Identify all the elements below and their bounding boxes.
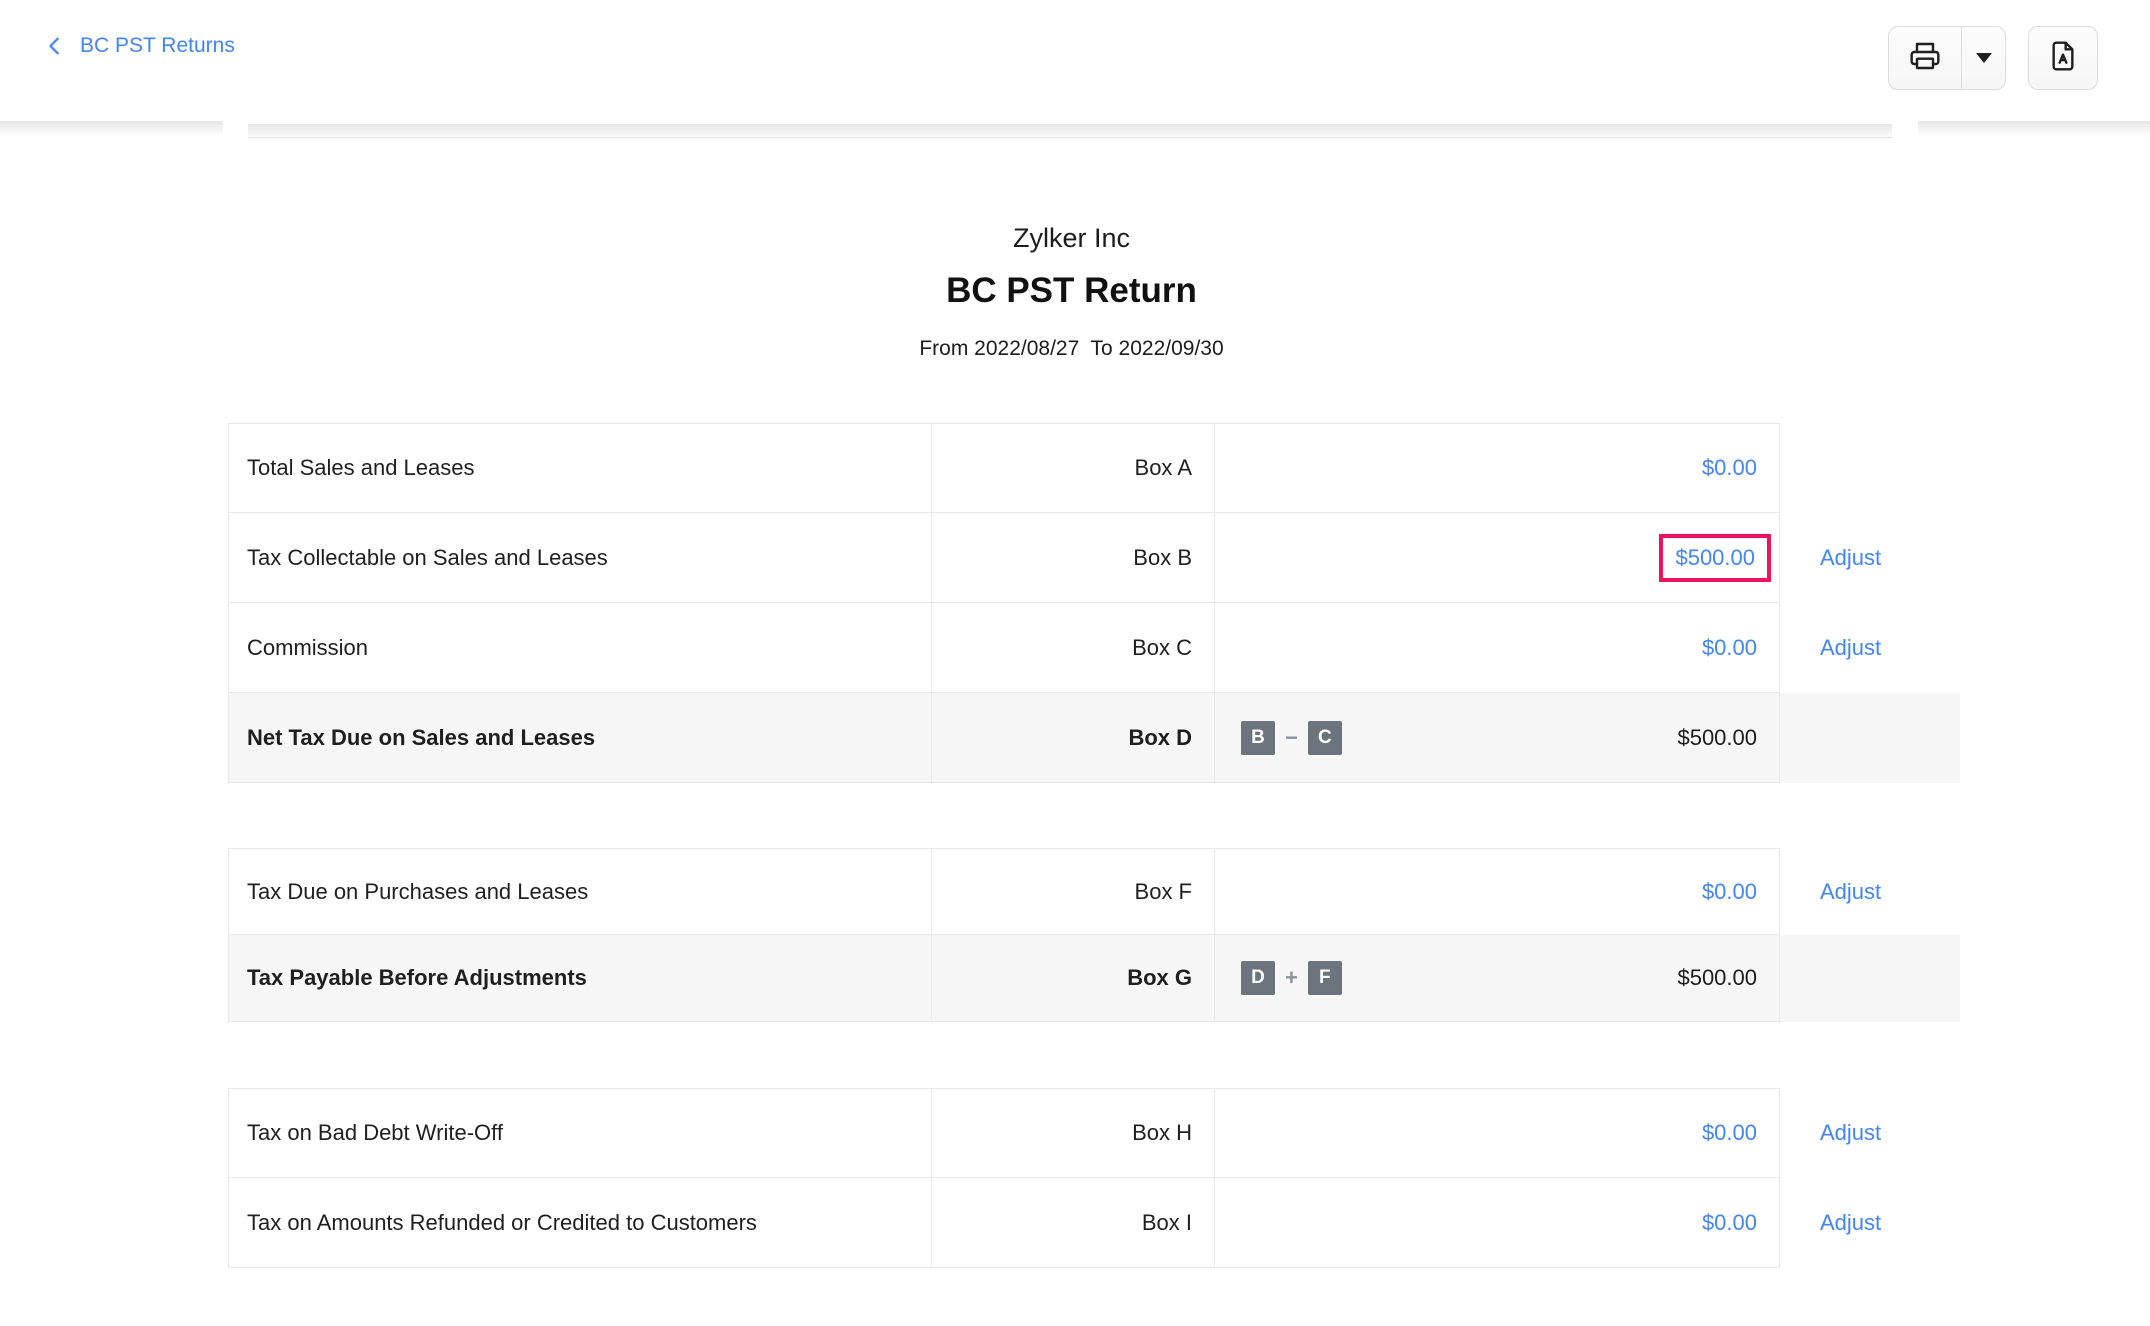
row-box: Box C <box>931 603 1214 693</box>
box-formula: B − C <box>1241 720 1342 755</box>
breadcrumb-label: BC PST Returns <box>80 34 235 57</box>
adjustments-table: Tax on Bad Debt Write-Off Box H $0.00 Ad… <box>228 1088 1960 1268</box>
row-label: Total Sales and Leases <box>228 423 931 513</box>
row-box: Box A <box>931 423 1214 513</box>
adjust-cell <box>1780 423 1960 513</box>
adjust-cell <box>1780 935 1960 1022</box>
row-box: Box I <box>931 1178 1214 1268</box>
purchases-table: Tax Due on Purchases and Leases Box F $0… <box>228 848 1960 1022</box>
amount-value[interactable]: $0.00 <box>1701 455 1757 480</box>
row-label: Tax on Bad Debt Write-Off <box>228 1088 931 1178</box>
amount-value[interactable]: $0.00 <box>1701 878 1757 904</box>
formula-operator: + <box>1285 965 1298 990</box>
adjust-link[interactable]: Adjust <box>1820 1120 1882 1145</box>
row-label: Commission <box>228 603 931 693</box>
formula-badge: B <box>1241 720 1275 755</box>
amount-value[interactable]: $0.00 <box>1701 634 1757 660</box>
formula-operator: − <box>1285 724 1298 750</box>
amount-value: $500.00 <box>1677 965 1757 990</box>
adjust-link[interactable]: Adjust <box>1820 635 1882 660</box>
amount-value[interactable]: $500.00 <box>1675 544 1755 570</box>
panel-top-edge <box>248 137 1892 138</box>
table-row: Tax on Bad Debt Write-Off Box H $0.00 Ad… <box>228 1088 1960 1178</box>
adjust-link[interactable]: Adjust <box>1820 545 1882 570</box>
sales-table: Total Sales and Leases Box A $0.00 Tax C… <box>228 423 1960 783</box>
box-formula: D + F <box>1241 961 1342 995</box>
row-label: Tax on Amounts Refunded or Credited to C… <box>228 1178 931 1268</box>
row-box: Box H <box>931 1088 1214 1178</box>
formula-badge: F <box>1307 961 1342 995</box>
report-header: Zylker Inc BC PST Return From 2022/08/27… <box>225 218 1918 364</box>
table-row: Total Sales and Leases Box A $0.00 <box>228 423 1960 513</box>
company-name: Zylker Inc <box>1012 223 1131 253</box>
adjust-cell <box>1780 693 1960 783</box>
row-box: Box B <box>931 513 1214 603</box>
table-row: Tax Due on Purchases and Leases Box F $0… <box>228 848 1960 935</box>
scroll-shadow-band <box>1918 121 2150 134</box>
top-toolbar: BC PST Returns <box>0 0 2150 92</box>
chevron-left-icon <box>44 33 66 59</box>
adjust-link[interactable]: Adjust <box>1820 1210 1882 1235</box>
formula-badge: D <box>1241 961 1275 995</box>
table-row: Commission Box C $0.00 Adjust <box>228 603 1960 693</box>
table-row: Tax on Amounts Refunded or Credited to C… <box>228 1178 1960 1268</box>
print-options-dropdown[interactable] <box>1962 27 2005 89</box>
amount-value: $500.00 <box>1677 724 1757 750</box>
row-label: Tax Collectable on Sales and Leases <box>228 513 931 603</box>
row-label: Net Tax Due on Sales and Leases <box>228 693 931 783</box>
report-title: BC PST Return <box>946 271 1197 310</box>
row-box: Box F <box>931 848 1214 935</box>
row-box: Box D <box>931 693 1214 783</box>
print-split-button <box>1888 26 2006 90</box>
table-row: Tax Collectable on Sales and Leases Box … <box>228 513 1960 603</box>
caret-down-icon <box>1975 53 1992 63</box>
export-pdf-button[interactable] <box>2028 26 2098 90</box>
highlighted-amount: $500.00 <box>1659 533 1771 582</box>
print-button[interactable] <box>1889 27 1963 89</box>
scroll-shadow-band <box>0 121 223 134</box>
scroll-shadow-band <box>248 124 1892 137</box>
table-total-row: Tax Payable Before Adjustments Box G D +… <box>228 935 1960 1022</box>
pdf-file-icon <box>2047 40 2079 77</box>
adjust-link[interactable]: Adjust <box>1820 878 1882 904</box>
amount-value[interactable]: $0.00 <box>1701 1209 1757 1235</box>
formula-badge: C <box>1307 720 1342 755</box>
back-breadcrumb[interactable]: BC PST Returns <box>44 0 235 92</box>
table-total-row: Net Tax Due on Sales and Leases Box D B … <box>228 693 1960 783</box>
report-period: From 2022/08/27 To 2022/09/30 <box>919 337 1224 360</box>
printer-icon <box>1909 40 1941 77</box>
row-label: Tax Due on Purchases and Leases <box>228 848 931 935</box>
amount-value[interactable]: $0.00 <box>1701 1120 1757 1145</box>
row-label: Tax Payable Before Adjustments <box>228 935 931 1022</box>
row-box: Box G <box>931 935 1214 1022</box>
